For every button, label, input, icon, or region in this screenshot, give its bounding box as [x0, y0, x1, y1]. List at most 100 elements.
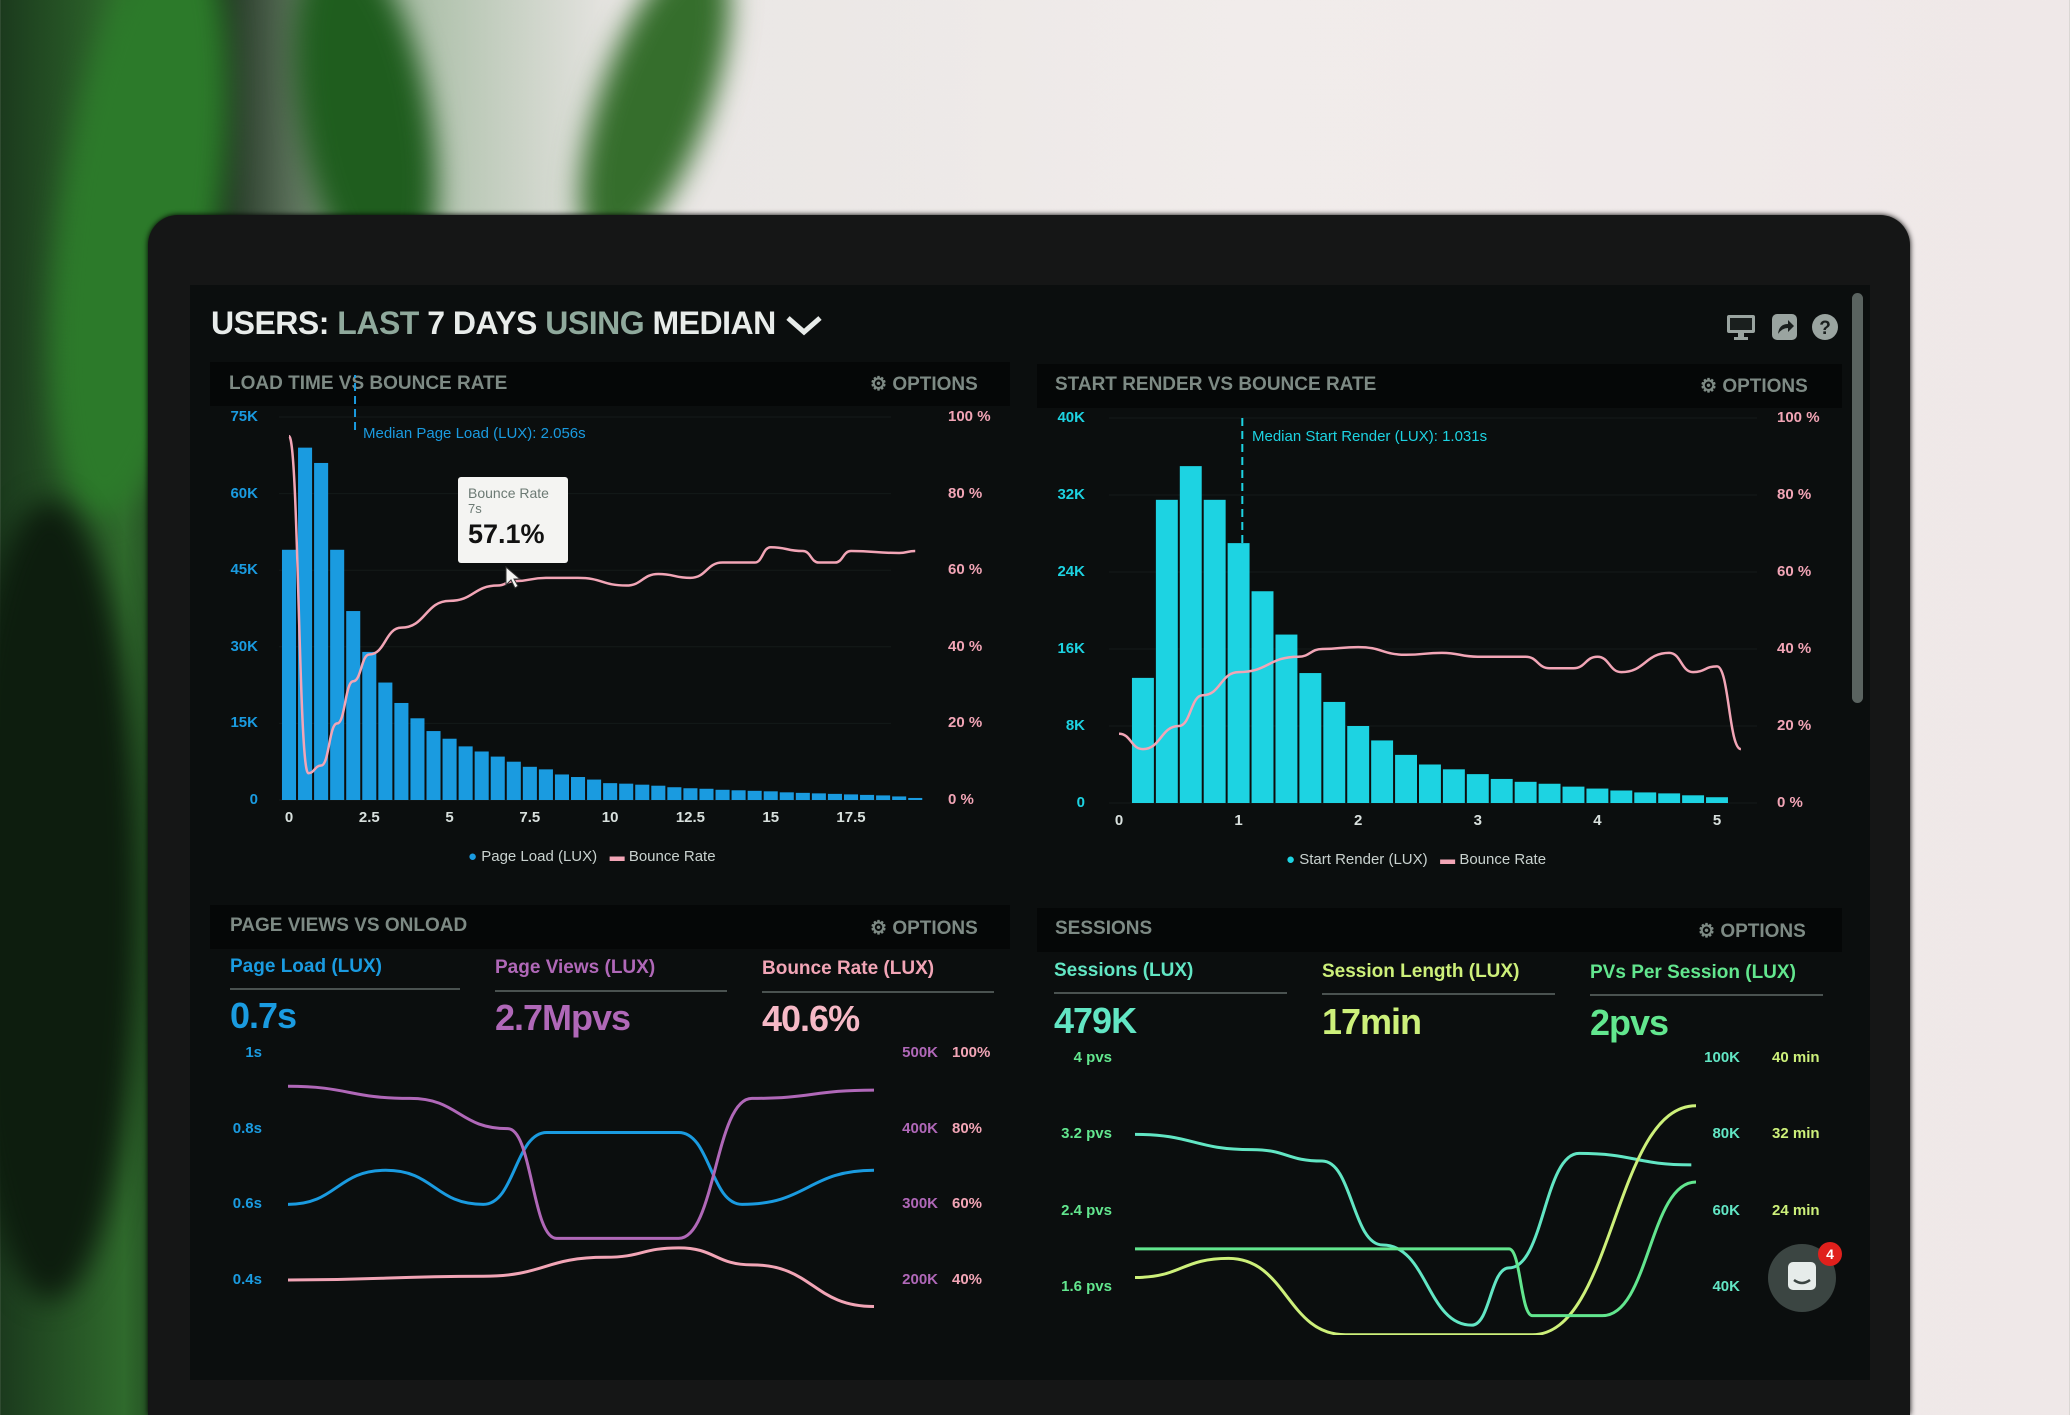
legend-line-icon: ▬: [609, 848, 625, 865]
metric-divider: [1054, 992, 1287, 994]
load-time-legend: ● Page Load (LUX) ▬ Bounce Rate: [468, 848, 716, 865]
page-title[interactable]: USERS: LAST 7 DAYS USING MEDIAN: [211, 305, 824, 342]
metric-divider: [762, 991, 994, 993]
title-using: USING: [545, 305, 645, 341]
y-left-tick: 16K: [1057, 640, 1085, 657]
page-views-panel-header: [210, 905, 1010, 949]
title-last: LAST: [337, 305, 419, 341]
y-right2-tick: 40 min: [1772, 1049, 1820, 1066]
y-left-tick: 0.4s: [232, 1271, 262, 1288]
scrollbar[interactable]: [1852, 293, 1863, 703]
legend-start-render[interactable]: Start Render (LUX): [1299, 851, 1428, 868]
x-tick: 5: [445, 809, 454, 826]
sessions-options-button[interactable]: ⚙ OPTIONS: [1698, 920, 1806, 943]
x-tick: 5: [1712, 812, 1722, 829]
options-label: OPTIONS: [892, 374, 978, 395]
y-left-tick: 40K: [1057, 409, 1085, 426]
metric-divider: [495, 990, 727, 992]
y-right1-tick: 40K: [1712, 1278, 1740, 1295]
legend-bounce-rate[interactable]: Bounce Rate: [628, 848, 716, 865]
help-icon[interactable]: ?: [1811, 313, 1839, 341]
x-tick: 12.5: [675, 809, 706, 826]
legend-dot-icon: ●: [1286, 851, 1296, 868]
legend-line-icon: ▬: [1440, 851, 1456, 868]
legend-page-load[interactable]: Page Load (LUX): [481, 848, 598, 865]
y-left-tick: 24K: [1057, 563, 1085, 580]
page-views-options-button[interactable]: ⚙ OPTIONS: [870, 917, 978, 940]
metric-value-bounce-rate: 40.6%: [762, 998, 860, 1039]
metric-label-sessions: Sessions (LUX): [1054, 960, 1194, 981]
y-right1-tick: 500K: [902, 1044, 938, 1061]
tooltip-value: 57.1%: [468, 519, 545, 549]
x-tick: 0: [1114, 812, 1124, 829]
start-render-panel-header: [1037, 364, 1842, 408]
y-right1-tick: 100K: [1704, 1049, 1740, 1066]
gear-icon: ⚙: [870, 918, 893, 939]
gear-icon: ⚙: [1700, 376, 1723, 397]
x-tick: 15: [762, 809, 780, 826]
y-right1-tick: 300K: [902, 1195, 938, 1213]
legend-dot-icon: ●: [468, 848, 478, 865]
metric-value-sessions: 479K: [1054, 1000, 1137, 1041]
y-left-tick: 75K: [230, 408, 258, 425]
start-render-options-button[interactable]: ⚙ OPTIONS: [1700, 375, 1808, 398]
y-left-tick: 1s: [245, 1044, 262, 1061]
metric-label-page-load: Page Load (LUX): [230, 956, 383, 977]
start-render-legend: ● Start Render (LUX) ▬ Bounce Rate: [1286, 851, 1546, 868]
x-tick: 3: [1473, 812, 1482, 829]
x-tick: 17.5: [836, 809, 866, 826]
share-icon[interactable]: [1771, 313, 1798, 341]
sessions-title: SESSIONS: [1055, 918, 1153, 939]
x-tick: 7.5: [519, 809, 541, 826]
y-left-tick: 3.2 pvs: [1061, 1125, 1112, 1143]
y-right2-tick: 32 min: [1772, 1125, 1820, 1143]
y-right-tick: 60 %: [948, 561, 983, 579]
y-right-tick: 40 %: [1777, 640, 1812, 657]
y-right-tick: 20 %: [948, 714, 983, 732]
chat-badge: 4: [1818, 1242, 1842, 1266]
gear-icon: ⚙: [870, 374, 893, 395]
metric-value-page-load: 0.7s: [230, 995, 297, 1036]
y-right-tick: 80 %: [948, 484, 983, 502]
y-left-tick: 0: [249, 791, 258, 808]
plant-leaf: [0, 500, 140, 1300]
x-tick: 2: [1354, 812, 1363, 829]
y-left-tick: 0.8s: [232, 1119, 262, 1137]
title-median: MEDIAN: [652, 305, 777, 341]
tooltip-title: Bounce Rate: [468, 485, 549, 501]
options-label: OPTIONS: [1720, 921, 1806, 942]
metric-divider: [230, 988, 460, 990]
chat-icon: [1788, 1262, 1816, 1290]
dashboard-screen: [190, 285, 1870, 1380]
load-time-options-button[interactable]: ⚙ OPTIONS: [870, 373, 978, 396]
x-tick: 2.5: [358, 809, 380, 826]
metric-divider: [1590, 994, 1823, 996]
options-label: OPTIONS: [892, 918, 978, 939]
svg-text:?: ?: [1819, 318, 1831, 339]
y-right1-tick: 80K: [1712, 1125, 1740, 1143]
start-render-title: START RENDER VS BOUNCE RATE: [1055, 374, 1377, 395]
y-right2-tick: 80%: [952, 1119, 983, 1137]
bounce-rate-tooltip: Bounce Rate 7s 57.1%: [458, 477, 568, 563]
y-right-tick: 80 %: [1777, 486, 1812, 503]
monitor-icon[interactable]: [1726, 313, 1756, 341]
legend-bounce-rate[interactable]: Bounce Rate: [1459, 851, 1547, 868]
title-range: 7 DAYS: [427, 305, 537, 341]
metric-divider: [1322, 993, 1555, 995]
y-right-tick: 20 %: [1777, 717, 1812, 734]
y-left-tick: 2.4 pvs: [1061, 1201, 1112, 1219]
y-left-tick: 60K: [230, 484, 258, 502]
metric-label-page-views: Page Views (LUX): [495, 957, 656, 978]
y-right2-tick: 100%: [952, 1044, 991, 1061]
y-right-tick: 0 %: [1777, 794, 1803, 811]
load-time-title: LOAD TIME VS BOUNCE RATE: [229, 373, 508, 394]
sessions-panel-header: [1037, 908, 1842, 952]
y-left-tick: 0: [1076, 794, 1085, 811]
median-page-load-label: Median Page Load (LUX): 2.056s: [363, 425, 586, 442]
metric-label-bounce-rate: Bounce Rate (LUX): [762, 958, 935, 979]
load-time-panel-header: [210, 362, 1010, 406]
chevron-down-icon[interactable]: [784, 314, 824, 338]
x-tick: 0: [284, 809, 294, 826]
metric-label-pvs-per-session: PVs Per Session (LUX): [1590, 962, 1796, 983]
title-users: USERS:: [211, 305, 329, 341]
